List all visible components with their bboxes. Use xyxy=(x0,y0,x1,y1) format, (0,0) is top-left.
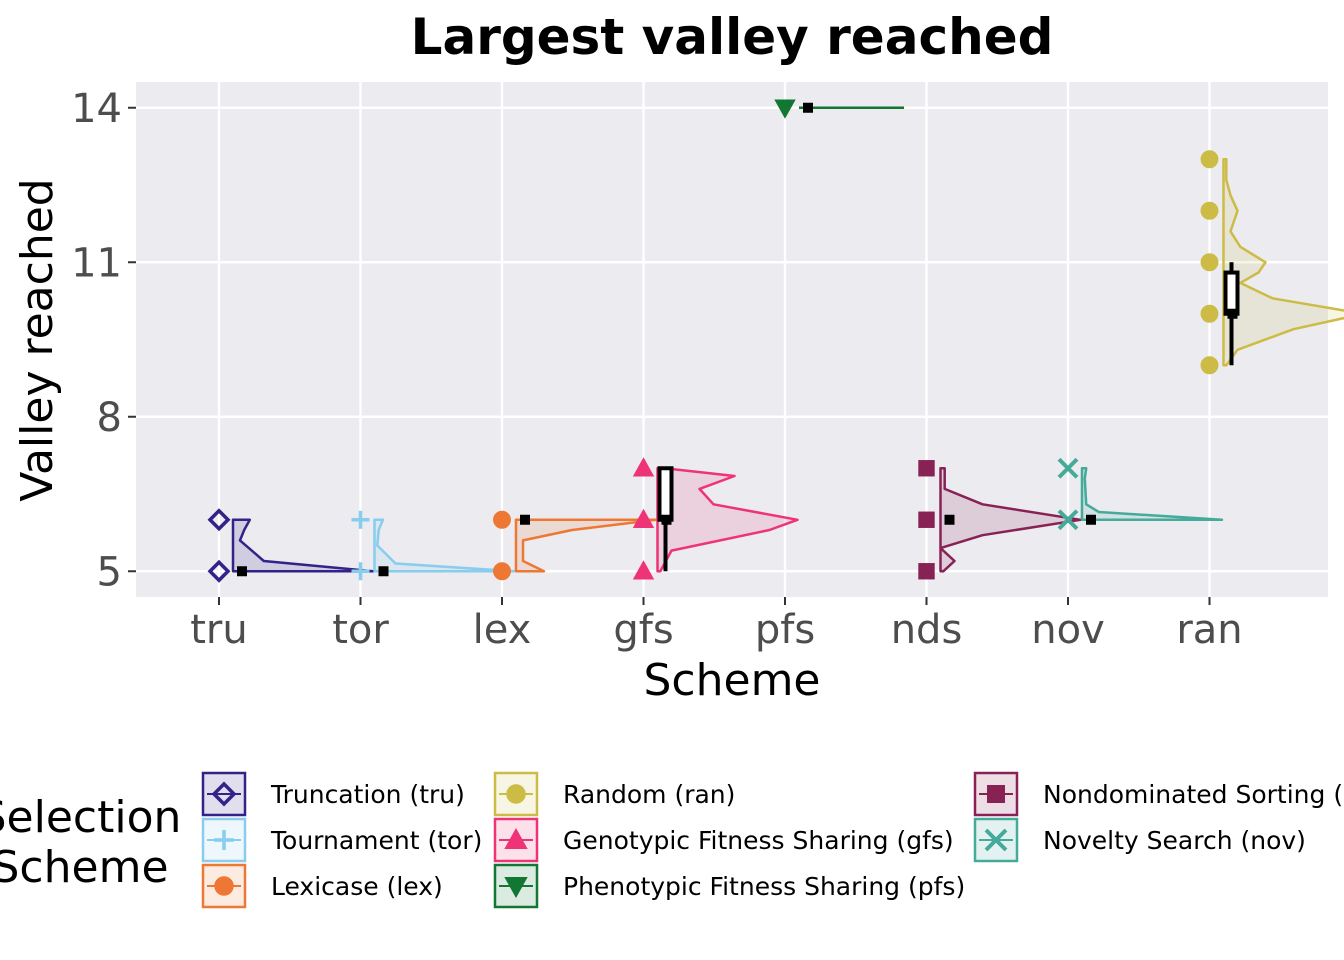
legend-keys: Truncation (tru) Tournament (tor) Lexicase… xyxy=(201,771,1344,909)
point-tor-1 xyxy=(351,510,370,529)
point-ran-1 xyxy=(1200,304,1219,323)
point-lex-1 xyxy=(493,510,511,529)
legend-key-tru: Truncation (tru) xyxy=(201,771,465,817)
x-tick-label-lex: lex xyxy=(473,607,532,653)
y-tick-label-14: 14 xyxy=(71,86,122,132)
density-ran xyxy=(1222,158,1344,367)
legend-symbol-lex xyxy=(214,876,234,896)
legend-key-lex: Lexicase (lex) xyxy=(201,863,443,909)
point-ran-4 xyxy=(1200,150,1219,169)
x-tick-label-pfs: pfs xyxy=(755,607,815,653)
legend-symbol-nds xyxy=(987,785,1005,803)
legend-key-nov: Novelty Search (nov) xyxy=(973,817,1306,863)
x-tick-label-nds: nds xyxy=(891,607,963,653)
legend-symbol-ran xyxy=(506,784,526,804)
x-axis-title: Scheme xyxy=(643,655,820,706)
legend-symbol-nov xyxy=(984,828,1008,852)
point-nds-2 xyxy=(918,460,935,477)
point-lex-0 xyxy=(493,562,511,581)
mean-tor xyxy=(378,566,389,577)
legend-symbol-gfs xyxy=(504,827,528,849)
x-axis-ticks: tru tor lex gfs pfs nds nov ran xyxy=(190,597,1243,653)
legend-title-line-1: Selection xyxy=(0,792,181,843)
legend-label-tor: Tournament (tor) xyxy=(270,826,482,855)
series-pfs xyxy=(774,99,904,119)
chart-marks xyxy=(207,99,1344,583)
y-tick-label-11: 11 xyxy=(71,240,122,286)
legend-symbol-tru xyxy=(211,781,237,807)
legend-label-nov: Novelty Search (nov) xyxy=(1043,826,1306,855)
x-tick-label-ran: ran xyxy=(1176,607,1242,653)
x-tick-label-tor: tor xyxy=(332,607,389,653)
mean-tru xyxy=(237,566,247,577)
box-gfs xyxy=(657,466,674,522)
x-tick-label-tru: tru xyxy=(190,607,247,653)
point-tor-0 xyxy=(351,562,370,581)
legend-label-gfs: Genotypic Fitness Sharing (gfs) xyxy=(563,826,954,855)
legend-label-lex: Lexicase (lex) xyxy=(271,872,443,901)
density-nds xyxy=(939,467,1082,573)
point-gfs-1 xyxy=(632,508,655,528)
x-tick-label-gfs: gfs xyxy=(613,607,673,653)
mean-gfs xyxy=(661,514,672,525)
point-nds-1 xyxy=(918,511,935,528)
point-gfs-2 xyxy=(632,457,655,477)
chart-title: Largest valley reached xyxy=(411,8,1054,66)
y-axis-title: Valley reached xyxy=(12,178,63,501)
legend-key-nds: Nondominated Sorting (nds) xyxy=(973,771,1344,817)
legend-key-gfs: Genotypic Fitness Sharing (gfs) xyxy=(493,817,954,863)
legend-key-tor: Tournament (tor) xyxy=(201,817,482,863)
mean-pfs xyxy=(803,102,813,113)
legend-key-pfs: Phenotypic Fitness Sharing (pfs) xyxy=(493,863,965,909)
plot-panel xyxy=(136,82,1328,597)
point-tru-1 xyxy=(207,508,231,532)
legend-symbol-tor xyxy=(214,830,234,850)
series-gfs xyxy=(632,457,799,580)
series-nov xyxy=(1057,457,1224,531)
point-nov-1 xyxy=(1057,457,1079,479)
mean-ran xyxy=(1227,308,1238,319)
y-tick-label-8: 8 xyxy=(97,395,122,441)
series-tor xyxy=(351,510,516,581)
series-lex xyxy=(493,510,658,581)
legend-label-nds: Nondominated Sorting (nds) xyxy=(1043,780,1344,809)
legend-symbol-pfs xyxy=(504,877,528,899)
point-pfs-0 xyxy=(774,99,796,119)
mean-lex xyxy=(520,514,530,525)
point-ran-3 xyxy=(1200,201,1219,220)
legend-label-tru: Truncation (tru) xyxy=(270,780,465,809)
y-axis-ticks: 5 8 11 14 xyxy=(71,86,136,595)
x-tick-label-nov: nov xyxy=(1031,607,1105,653)
point-ran-0 xyxy=(1200,356,1219,375)
mean-nds xyxy=(944,514,955,525)
point-nds-0 xyxy=(918,563,935,580)
legend: Selection Scheme Truncation (tru) Tournam… xyxy=(0,771,1344,909)
point-gfs-0 xyxy=(632,560,655,580)
y-tick-label-5: 5 xyxy=(97,549,122,595)
legend-label-ran: Random (ran) xyxy=(563,780,735,809)
legend-title-line-2: Scheme xyxy=(0,842,169,893)
series-nds xyxy=(918,460,1082,580)
density-lex xyxy=(514,518,658,573)
series-ran xyxy=(1200,150,1344,375)
mean-nov xyxy=(1086,514,1096,525)
box-ran xyxy=(1223,270,1240,316)
point-tru-0 xyxy=(207,559,231,583)
legend-label-pfs: Phenotypic Fitness Sharing (pfs) xyxy=(563,872,965,901)
gridlines xyxy=(136,82,1328,597)
point-nov-0 xyxy=(1057,509,1079,531)
legend-key-ran: Random (ran) xyxy=(493,771,735,817)
point-ran-2 xyxy=(1200,253,1219,272)
density-nov xyxy=(1080,467,1224,522)
